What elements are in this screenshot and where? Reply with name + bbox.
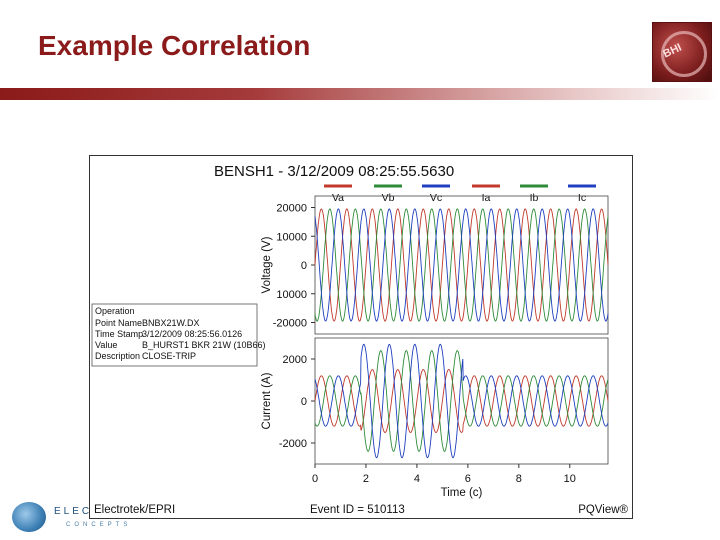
voltage-ytick-label: 10000 xyxy=(276,289,307,301)
footer-left: Electrotek/EPRI xyxy=(94,504,175,516)
bhi-logo: BHI xyxy=(652,22,712,82)
x-tick-label: 4 xyxy=(414,473,420,485)
series-vc xyxy=(314,208,609,322)
x-axis-label: Time (c) xyxy=(441,487,483,499)
annotation-label: Description xyxy=(95,351,140,361)
voltage-ytick-label: 10000 xyxy=(276,231,307,243)
voltage-panel: 20000 10000 0 10000 -20000 Voltage (V) xyxy=(261,195,609,335)
legend-label-ia: Ia xyxy=(482,192,491,204)
current-ytick-label: 2000 xyxy=(283,354,307,366)
current-ytick-label: -2000 xyxy=(279,438,307,450)
annotation-value: 3/12/2009 08:25:56.0126 xyxy=(142,329,242,339)
annotation-header: Operation xyxy=(95,306,135,316)
voltage-ylabel: Voltage (V) xyxy=(261,236,273,293)
annotation-label: Time Stamp xyxy=(95,329,143,339)
logo-orb-icon xyxy=(12,502,46,532)
series-ib xyxy=(314,350,609,452)
annotation-label: Value xyxy=(95,340,117,350)
x-tick-label: 2 xyxy=(363,473,369,485)
title-rule xyxy=(0,88,720,100)
chart-frame: BENSH1 - 3/12/2009 08:25:55.5630 Va Vb Vc I… xyxy=(89,155,633,519)
annotation-value: B_HURST1 BKR 21W (10B66) xyxy=(142,340,266,350)
legend-label-vc: Vc xyxy=(430,192,442,204)
chart-title: BENSH1 - 3/12/2009 08:25:55.5630 xyxy=(214,163,454,180)
logo-sub: CONCEPTS xyxy=(66,522,132,528)
voltage-ytick-label: 20000 xyxy=(276,203,307,215)
logo-brand: ELECTRO xyxy=(54,506,122,517)
legend: Va Vb Vc Ia Ib Ic xyxy=(324,184,596,204)
x-tick-label: 10 xyxy=(564,473,576,485)
legend-label-ib: Ib xyxy=(530,192,539,204)
current-plot-box xyxy=(314,337,609,465)
x-axis: 0 2 4 6 8 10 Time (c) xyxy=(312,464,576,499)
x-tick-label: 8 xyxy=(516,473,522,485)
legend-label-vb: Vb xyxy=(382,192,395,204)
annotation-label: Point Name xyxy=(95,318,142,328)
x-tick-label: 6 xyxy=(465,473,471,485)
annotation-value: CLOSE-TRIP xyxy=(142,351,196,361)
current-panel: 2000 0 -2000 Current (A) xyxy=(261,337,609,465)
slide-title: Example Correlation xyxy=(38,30,311,61)
footer-center: Event ID = 510113 xyxy=(310,504,405,516)
voltage-ytick-label: -20000 xyxy=(273,318,307,330)
legend-label-ic: Ic xyxy=(578,192,586,204)
annotation-value: BNBX21W.DX xyxy=(142,318,200,328)
waveform-chart: BENSH1 - 3/12/2009 08:25:55.5630 Va Vb Vc I… xyxy=(91,163,629,516)
voltage-plot-box xyxy=(314,195,609,335)
electro-concepts-logo: ELECTRO CONCEPTS xyxy=(10,500,127,534)
series-ic xyxy=(314,343,609,459)
legend-label-va: Va xyxy=(332,192,344,204)
current-ytick-label: 0 xyxy=(301,396,307,408)
x-tick-label: 0 xyxy=(312,473,318,485)
current-ylabel: Current (A) xyxy=(261,372,273,429)
footer-right: PQView® xyxy=(578,504,628,516)
voltage-ytick-label: 0 xyxy=(301,260,307,272)
logo-ring xyxy=(661,31,707,77)
annotation-box xyxy=(91,303,258,367)
